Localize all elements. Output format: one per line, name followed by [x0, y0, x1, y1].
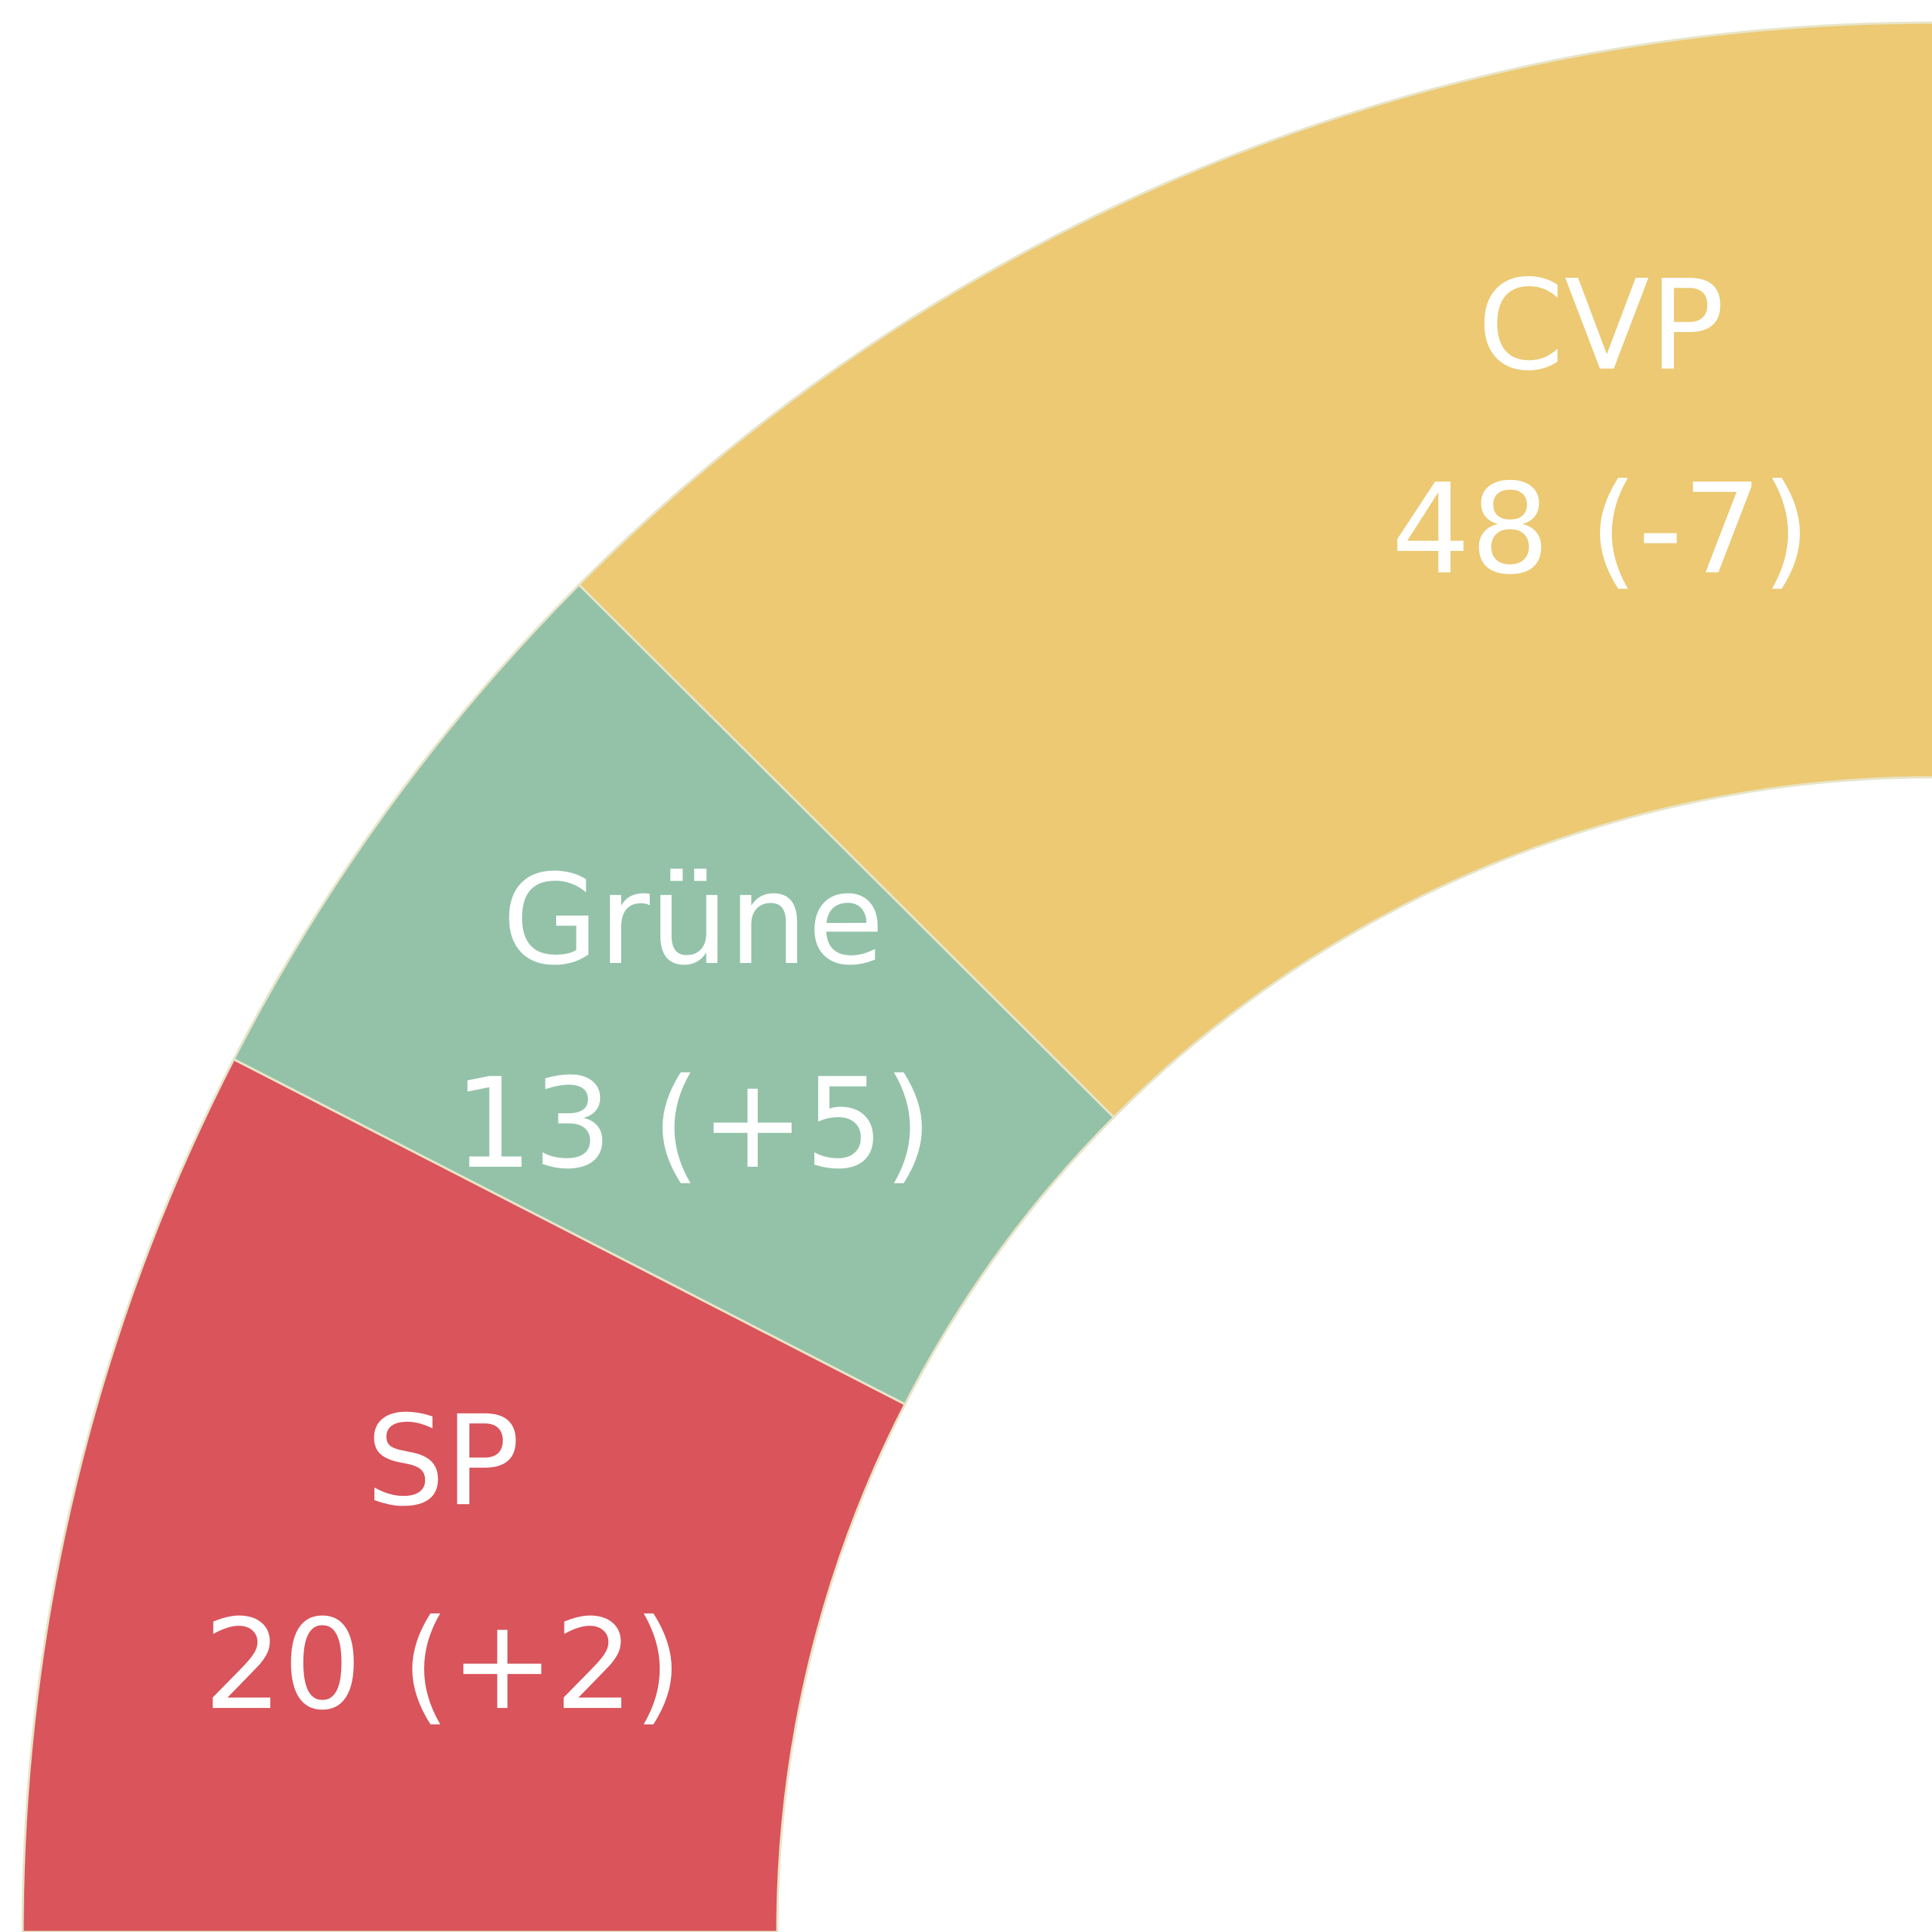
segment-name: Grüne [502, 848, 884, 992]
segment [21, 1057, 907, 1932]
segment [577, 21, 1932, 1119]
segment-name: CVP [1478, 253, 1725, 398]
segment-label: 13 (+5) [454, 1051, 932, 1196]
segment-name: SP [366, 1389, 520, 1534]
segment-label: 20 (+2) [204, 1592, 682, 1737]
segment-label: 48 (-7) [1391, 457, 1810, 601]
